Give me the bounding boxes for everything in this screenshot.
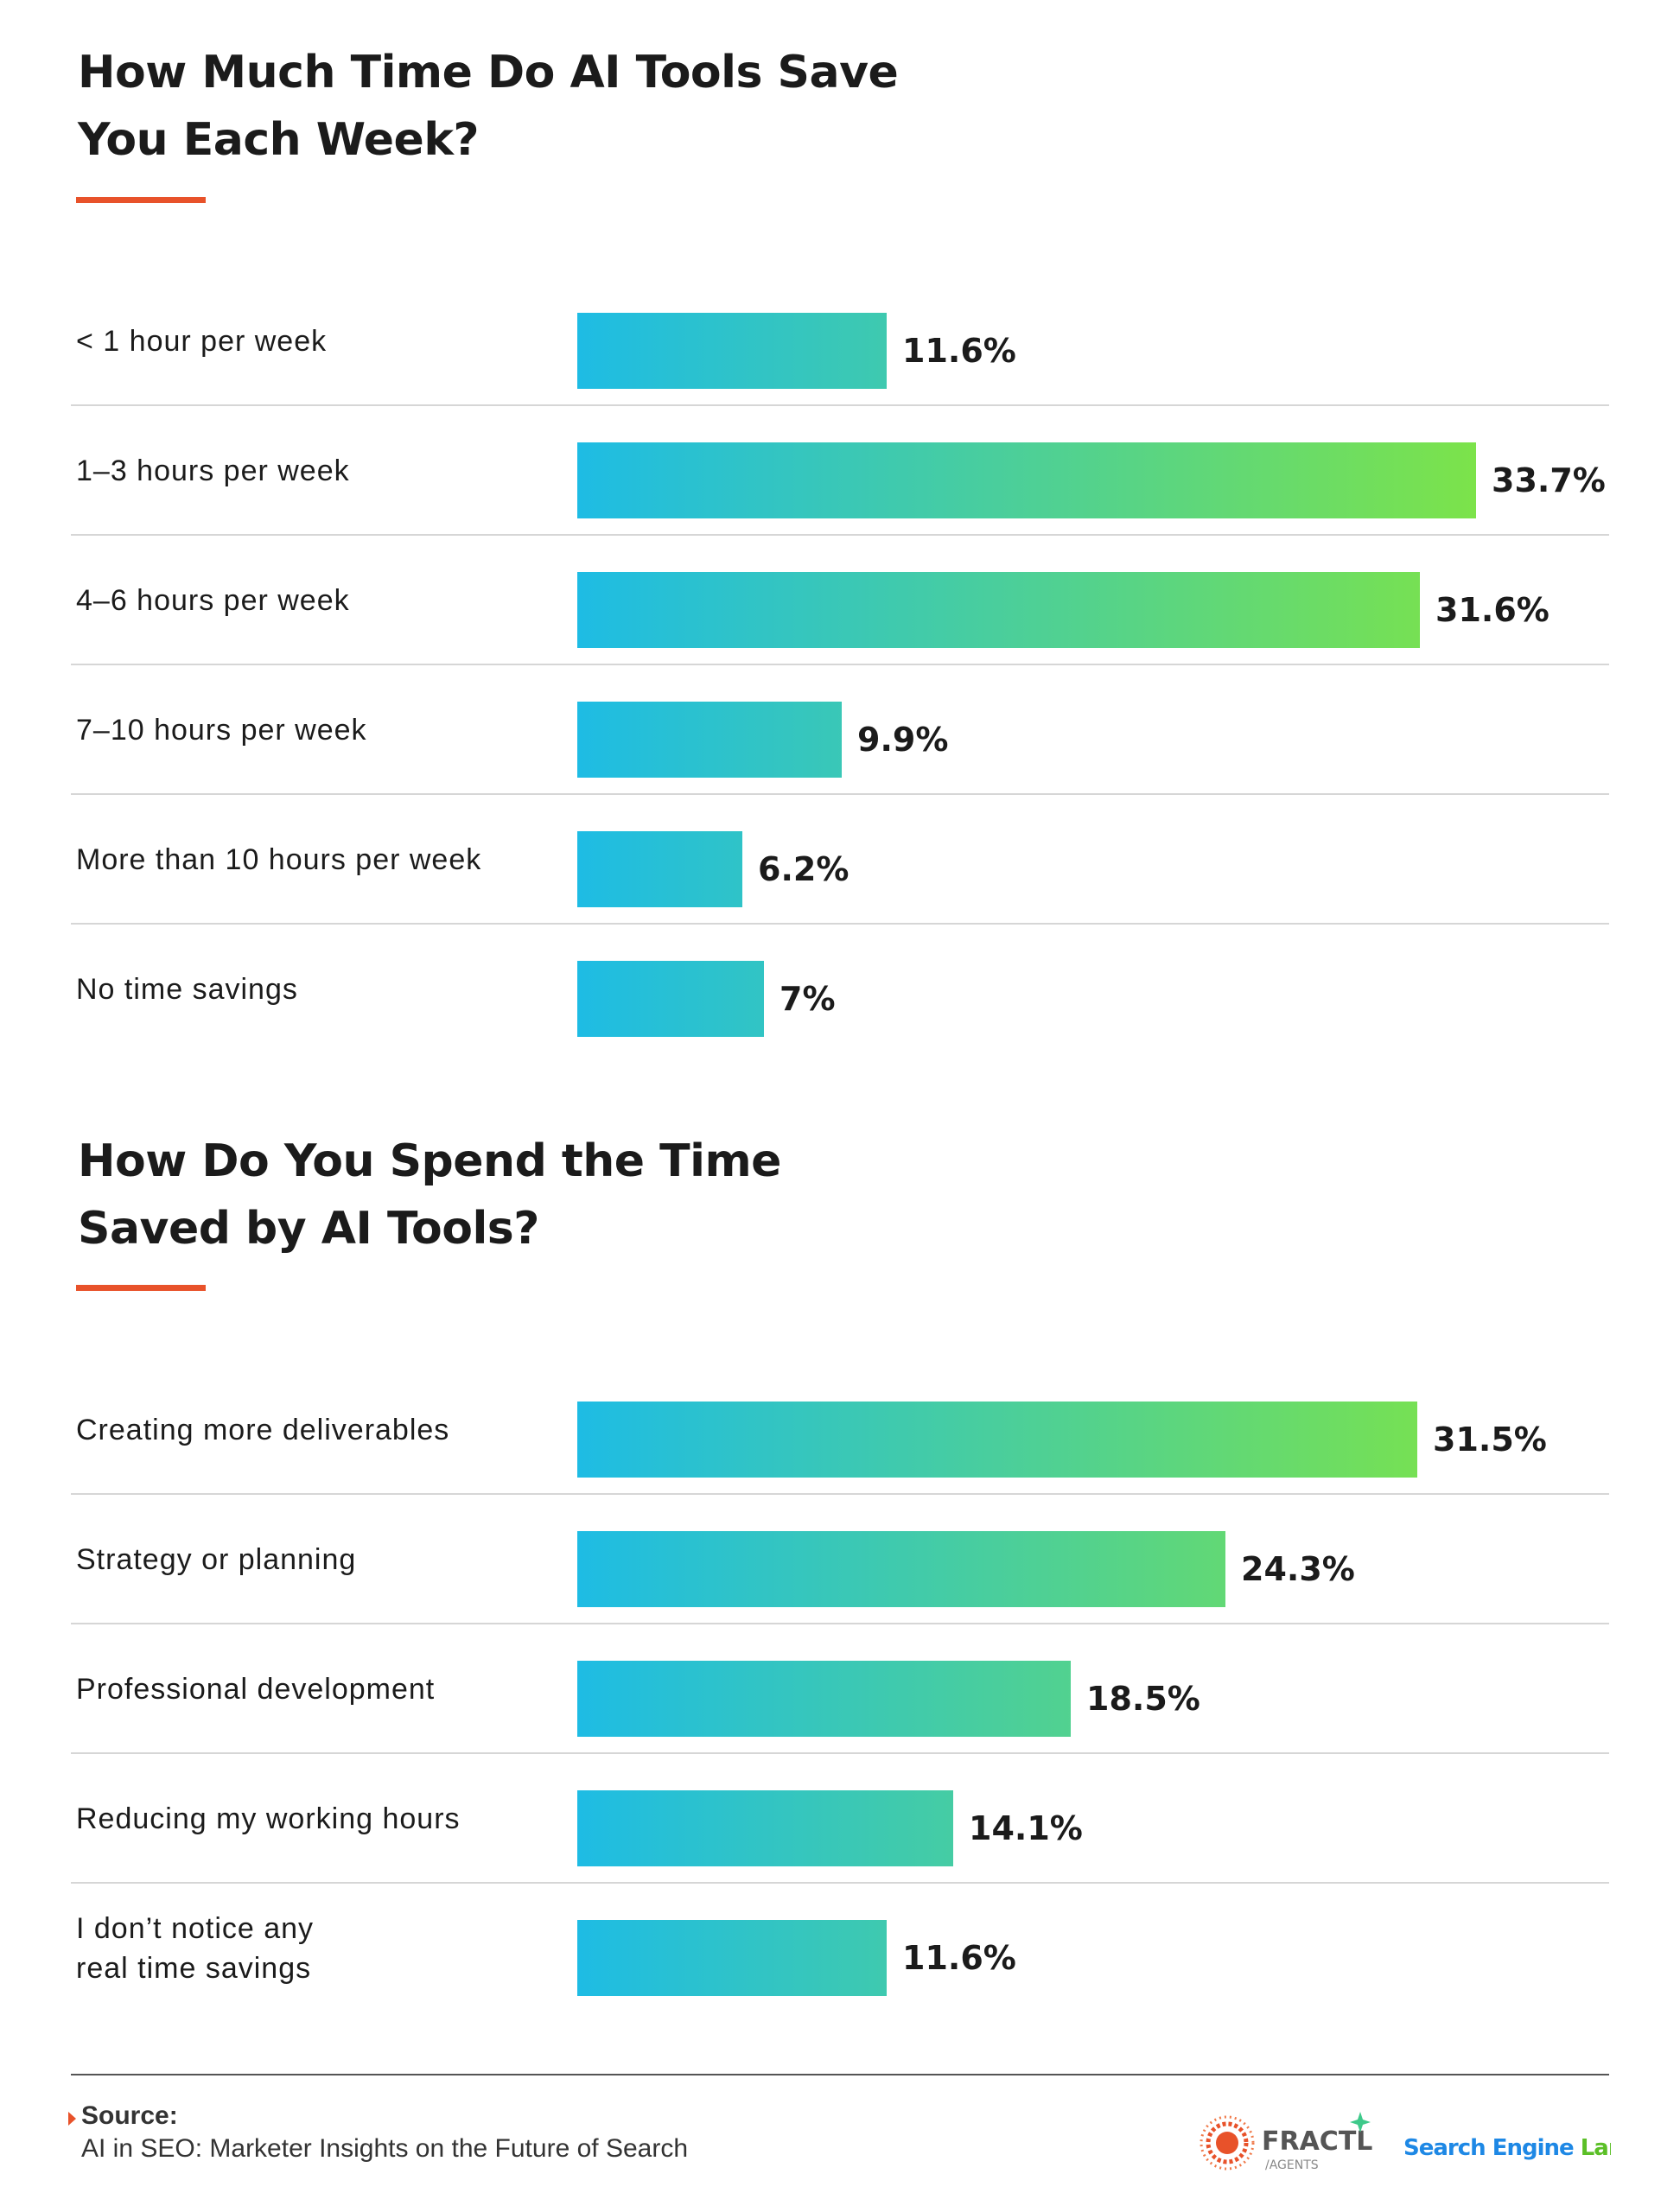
bar-row: Reducing my working hours 14.1% — [71, 1754, 1609, 1884]
fractl-logo-name: FRACTL — [1262, 2126, 1372, 2157]
category-label: Creating more deliverables — [76, 1414, 450, 1446]
bar — [577, 1920, 887, 1996]
bar-track: 14.1% — [577, 1790, 1606, 1866]
category-label: Reducing my working hours — [76, 1802, 461, 1835]
bar-row: No time savings 7% — [71, 925, 1609, 1054]
fractl-sun-icon — [1200, 2115, 1255, 2171]
bar-row: 7–10 hours per week 9.9% — [71, 665, 1609, 795]
category-label: Professional development — [76, 1673, 436, 1706]
bar-track: 33.7% — [577, 442, 1606, 518]
source-label: Source: — [81, 2101, 178, 2130]
bar-track: 11.6% — [577, 1920, 1606, 1996]
row-divider — [71, 1493, 1609, 1495]
bar-row: I don’t notice any real time savings 11.6… — [71, 1884, 1609, 2013]
row-divider — [71, 534, 1609, 536]
source-marker-icon — [68, 2112, 76, 2126]
bar — [577, 442, 1476, 518]
row-divider — [71, 404, 1609, 406]
category-label: I don’t notice any real time savings — [76, 1912, 315, 1985]
bar-row: Creating more deliverables 31.5% — [71, 1365, 1609, 1495]
bar-value-label: 14.1% — [969, 1809, 1083, 1847]
bar-row: Strategy or planning 24.3% — [71, 1495, 1609, 1624]
bar-track: 11.6% — [577, 313, 1606, 389]
bar-value-label: 33.7% — [1492, 461, 1606, 499]
row-divider — [71, 1882, 1609, 1884]
category-label: No time savings — [76, 973, 298, 1006]
bar-value-label: 11.6% — [902, 1939, 1016, 1977]
bar-track: 6.2% — [577, 831, 1606, 907]
chart-title: How Do You Spend the Time Saved by AI To… — [78, 1128, 1115, 1262]
chart-title-line-1: How Do You Spend the Time — [78, 1135, 781, 1187]
category-label: < 1 hour per week — [76, 325, 328, 358]
bar-value-label: 31.5% — [1433, 1421, 1547, 1459]
svg-text:Search Engine Land: Search Engine Land — [1403, 2135, 1611, 2161]
bar-track: 18.5% — [577, 1661, 1606, 1737]
bar — [577, 313, 887, 389]
bar — [577, 1790, 953, 1866]
fractl-logo: FRACTL /AGENTS — [1200, 2112, 1372, 2172]
bar-value-label: 24.3% — [1241, 1550, 1355, 1588]
category-label: 4–6 hours per week — [76, 584, 350, 617]
chart-title-line-2: Saved by AI Tools? — [78, 1203, 539, 1255]
bar — [577, 831, 742, 907]
bar-value-label: 6.2% — [758, 850, 850, 888]
bar-track: 31.5% — [577, 1402, 1606, 1478]
row-divider — [71, 664, 1609, 665]
bar — [577, 1402, 1417, 1478]
category-label: Strategy or planning — [76, 1543, 357, 1576]
bar-value-label: 9.9% — [857, 721, 949, 759]
row-divider — [71, 923, 1609, 925]
bar-track: 9.9% — [577, 702, 1606, 778]
bar-row: < 1 hour per week 11.6% — [71, 276, 1609, 406]
bar-track: 31.6% — [577, 572, 1606, 648]
row-divider — [71, 1752, 1609, 1754]
bar-value-label: 11.6% — [902, 332, 1016, 370]
category-label: 7–10 hours per week — [76, 714, 367, 747]
chart-title-line-1: How Much Time Do AI Tools Save — [78, 47, 899, 99]
bar-row: 4–6 hours per week 31.6% — [71, 536, 1609, 665]
bar — [577, 1661, 1071, 1737]
chart-title: How Much Time Do AI Tools Save You Each … — [78, 39, 1115, 174]
sparkle-icon — [1350, 2112, 1371, 2133]
category-label: More than 10 hours per week — [76, 843, 482, 876]
title-accent-rule — [76, 1285, 206, 1291]
footer-divider — [71, 2074, 1609, 2075]
bar — [577, 1531, 1225, 1607]
bar-track: 24.3% — [577, 1531, 1606, 1607]
bar — [577, 572, 1420, 648]
logo-sel-part1: Search Engine — [1403, 2135, 1581, 2161]
row-divider — [71, 793, 1609, 795]
logo-sel-part2: Land — [1581, 2135, 1611, 2161]
fractl-logo-sub: /AGENTS — [1265, 2158, 1319, 2172]
row-divider — [71, 1623, 1609, 1624]
source-text: AI in SEO: Marketer Insights on the Futu… — [81, 2134, 688, 2163]
search-engine-land-logo: Search Engine Land — [1403, 2135, 1611, 2161]
bar — [577, 961, 764, 1037]
bar — [577, 702, 842, 778]
bar-value-label: 7% — [780, 980, 836, 1018]
title-accent-rule — [76, 197, 206, 203]
bar-value-label: 31.6% — [1435, 591, 1550, 629]
bar-value-label: 18.5% — [1086, 1680, 1200, 1718]
chart-title-line-2: You Each Week? — [78, 114, 480, 166]
bar-track: 7% — [577, 961, 1606, 1037]
bar-row: More than 10 hours per week 6.2% — [71, 795, 1609, 925]
bar-row: Professional development 18.5% — [71, 1624, 1609, 1754]
bar-row: 1–3 hours per week 33.7% — [71, 406, 1609, 536]
category-label: 1–3 hours per week — [76, 454, 350, 487]
